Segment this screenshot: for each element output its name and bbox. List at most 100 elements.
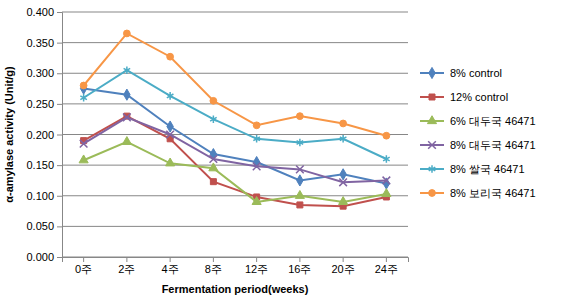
- marker: [166, 131, 174, 139]
- marker: [295, 190, 304, 198]
- series: [81, 113, 390, 209]
- legend-label: 8% 대두국 46471: [450, 139, 536, 151]
- grid-line: [62, 195, 408, 196]
- x-tick-label: 20주: [332, 263, 355, 275]
- series-line: [84, 89, 387, 184]
- legend-label: 6% 대두국 46471: [450, 115, 536, 127]
- series-layer: [79, 30, 391, 209]
- marker: [79, 155, 88, 163]
- series-line: [84, 33, 387, 135]
- chart: 0.0000.0500.1000.1500.2000.2500.3000.350…: [0, 0, 578, 303]
- grid-line: [62, 12, 408, 13]
- legend-label: 8% 쌀국 46471: [450, 163, 525, 175]
- marker: [339, 197, 348, 205]
- y-tick-label: 0.050: [26, 220, 54, 232]
- x-axis-line: [63, 258, 409, 263]
- x-tick-mark: [343, 257, 344, 262]
- y-tick-label: 0.400: [26, 6, 54, 18]
- x-tick: 2주: [118, 257, 135, 275]
- grid-line: [62, 165, 408, 166]
- series: [80, 66, 389, 162]
- legend-marker: [427, 116, 436, 124]
- marker: [209, 163, 218, 171]
- legend-entry: 8% 보리국 46471: [420, 187, 536, 199]
- x-tick-label: 24주: [375, 263, 398, 275]
- x-tick: 8주: [205, 257, 222, 275]
- legend-label: 8% 보리국 46471: [450, 187, 536, 199]
- marker: [383, 155, 390, 163]
- legend: 8% control12% control6% 대두국 464718% 대두국 …: [420, 67, 536, 199]
- y-tick-mark: [57, 226, 62, 227]
- y-tick-mark: [57, 43, 62, 44]
- y-tick: 0.400: [26, 6, 62, 18]
- y-tick-label: 0.000: [26, 251, 54, 263]
- x-tick: 24주: [375, 257, 398, 275]
- x-tick-mark: [213, 257, 214, 262]
- series-line: [84, 70, 387, 159]
- legend-marker: [429, 165, 436, 173]
- y-tick: 0.300: [26, 67, 62, 79]
- x-tick-mark: [126, 257, 127, 262]
- marker: [252, 197, 261, 205]
- y-tick: 0.250: [26, 98, 62, 110]
- x-tick-mark: [386, 257, 387, 262]
- x-tick-label: 16주: [288, 263, 311, 275]
- x-tick-label: 0주: [75, 263, 92, 275]
- y-axis-line: [57, 13, 63, 258]
- legend-marker: [429, 94, 435, 100]
- series: [79, 137, 391, 205]
- x-tick: 4주: [162, 257, 179, 275]
- marker: [340, 120, 347, 127]
- x-tick-label: 4주: [162, 263, 179, 275]
- marker: [253, 122, 260, 129]
- x-tick: 12주: [245, 257, 268, 275]
- series: [80, 83, 389, 189]
- legend-entry: 8% 쌀국 46471: [420, 163, 525, 175]
- marker: [80, 140, 88, 148]
- marker: [383, 132, 390, 139]
- x-tick-label: 8주: [205, 263, 222, 275]
- marker: [124, 66, 131, 74]
- marker: [167, 121, 173, 132]
- y-tick-label: 0.250: [26, 98, 54, 110]
- x-axis-title: Fermentation period(weeks): [162, 283, 309, 295]
- y-tick-mark: [57, 257, 62, 258]
- legend-label: 8% control: [450, 67, 502, 79]
- grid-line: [62, 103, 408, 104]
- grid: [62, 12, 408, 257]
- y-tick-mark: [57, 165, 62, 166]
- y-tick-mark: [57, 196, 62, 197]
- marker: [382, 189, 391, 197]
- marker: [167, 53, 174, 60]
- y-tick-mark: [57, 135, 62, 136]
- series: [80, 114, 390, 187]
- y-tick-mark: [57, 104, 62, 105]
- y-tick-mark: [57, 12, 62, 13]
- marker: [210, 155, 218, 163]
- y-tick: 0.150: [26, 159, 62, 171]
- marker: [123, 30, 130, 37]
- x-tick-mark: [256, 257, 257, 262]
- marker: [297, 139, 304, 147]
- grid-line: [62, 73, 408, 74]
- marker: [340, 169, 346, 180]
- legend-marker: [429, 190, 436, 197]
- x-tick: 20주: [332, 257, 355, 275]
- marker: [339, 178, 347, 186]
- y-tick-label: 0.150: [26, 159, 54, 171]
- x-tick-mark: [170, 257, 171, 262]
- y-tick-mark: [57, 73, 62, 74]
- x-tick: 16주: [288, 257, 311, 275]
- y-tick-label: 0.200: [26, 129, 54, 141]
- marker: [253, 135, 260, 143]
- y-tick: 0.100: [26, 190, 62, 202]
- x-tick-label: 2주: [118, 263, 135, 275]
- y-tick-label: 0.100: [26, 190, 54, 202]
- legend-marker: [428, 141, 436, 149]
- legend-marker: [429, 67, 435, 78]
- y-axis-title: α-amylase activity (Unit/g): [3, 66, 15, 203]
- marker: [80, 82, 87, 89]
- marker: [166, 158, 175, 166]
- series-line: [84, 142, 387, 202]
- marker: [210, 179, 216, 185]
